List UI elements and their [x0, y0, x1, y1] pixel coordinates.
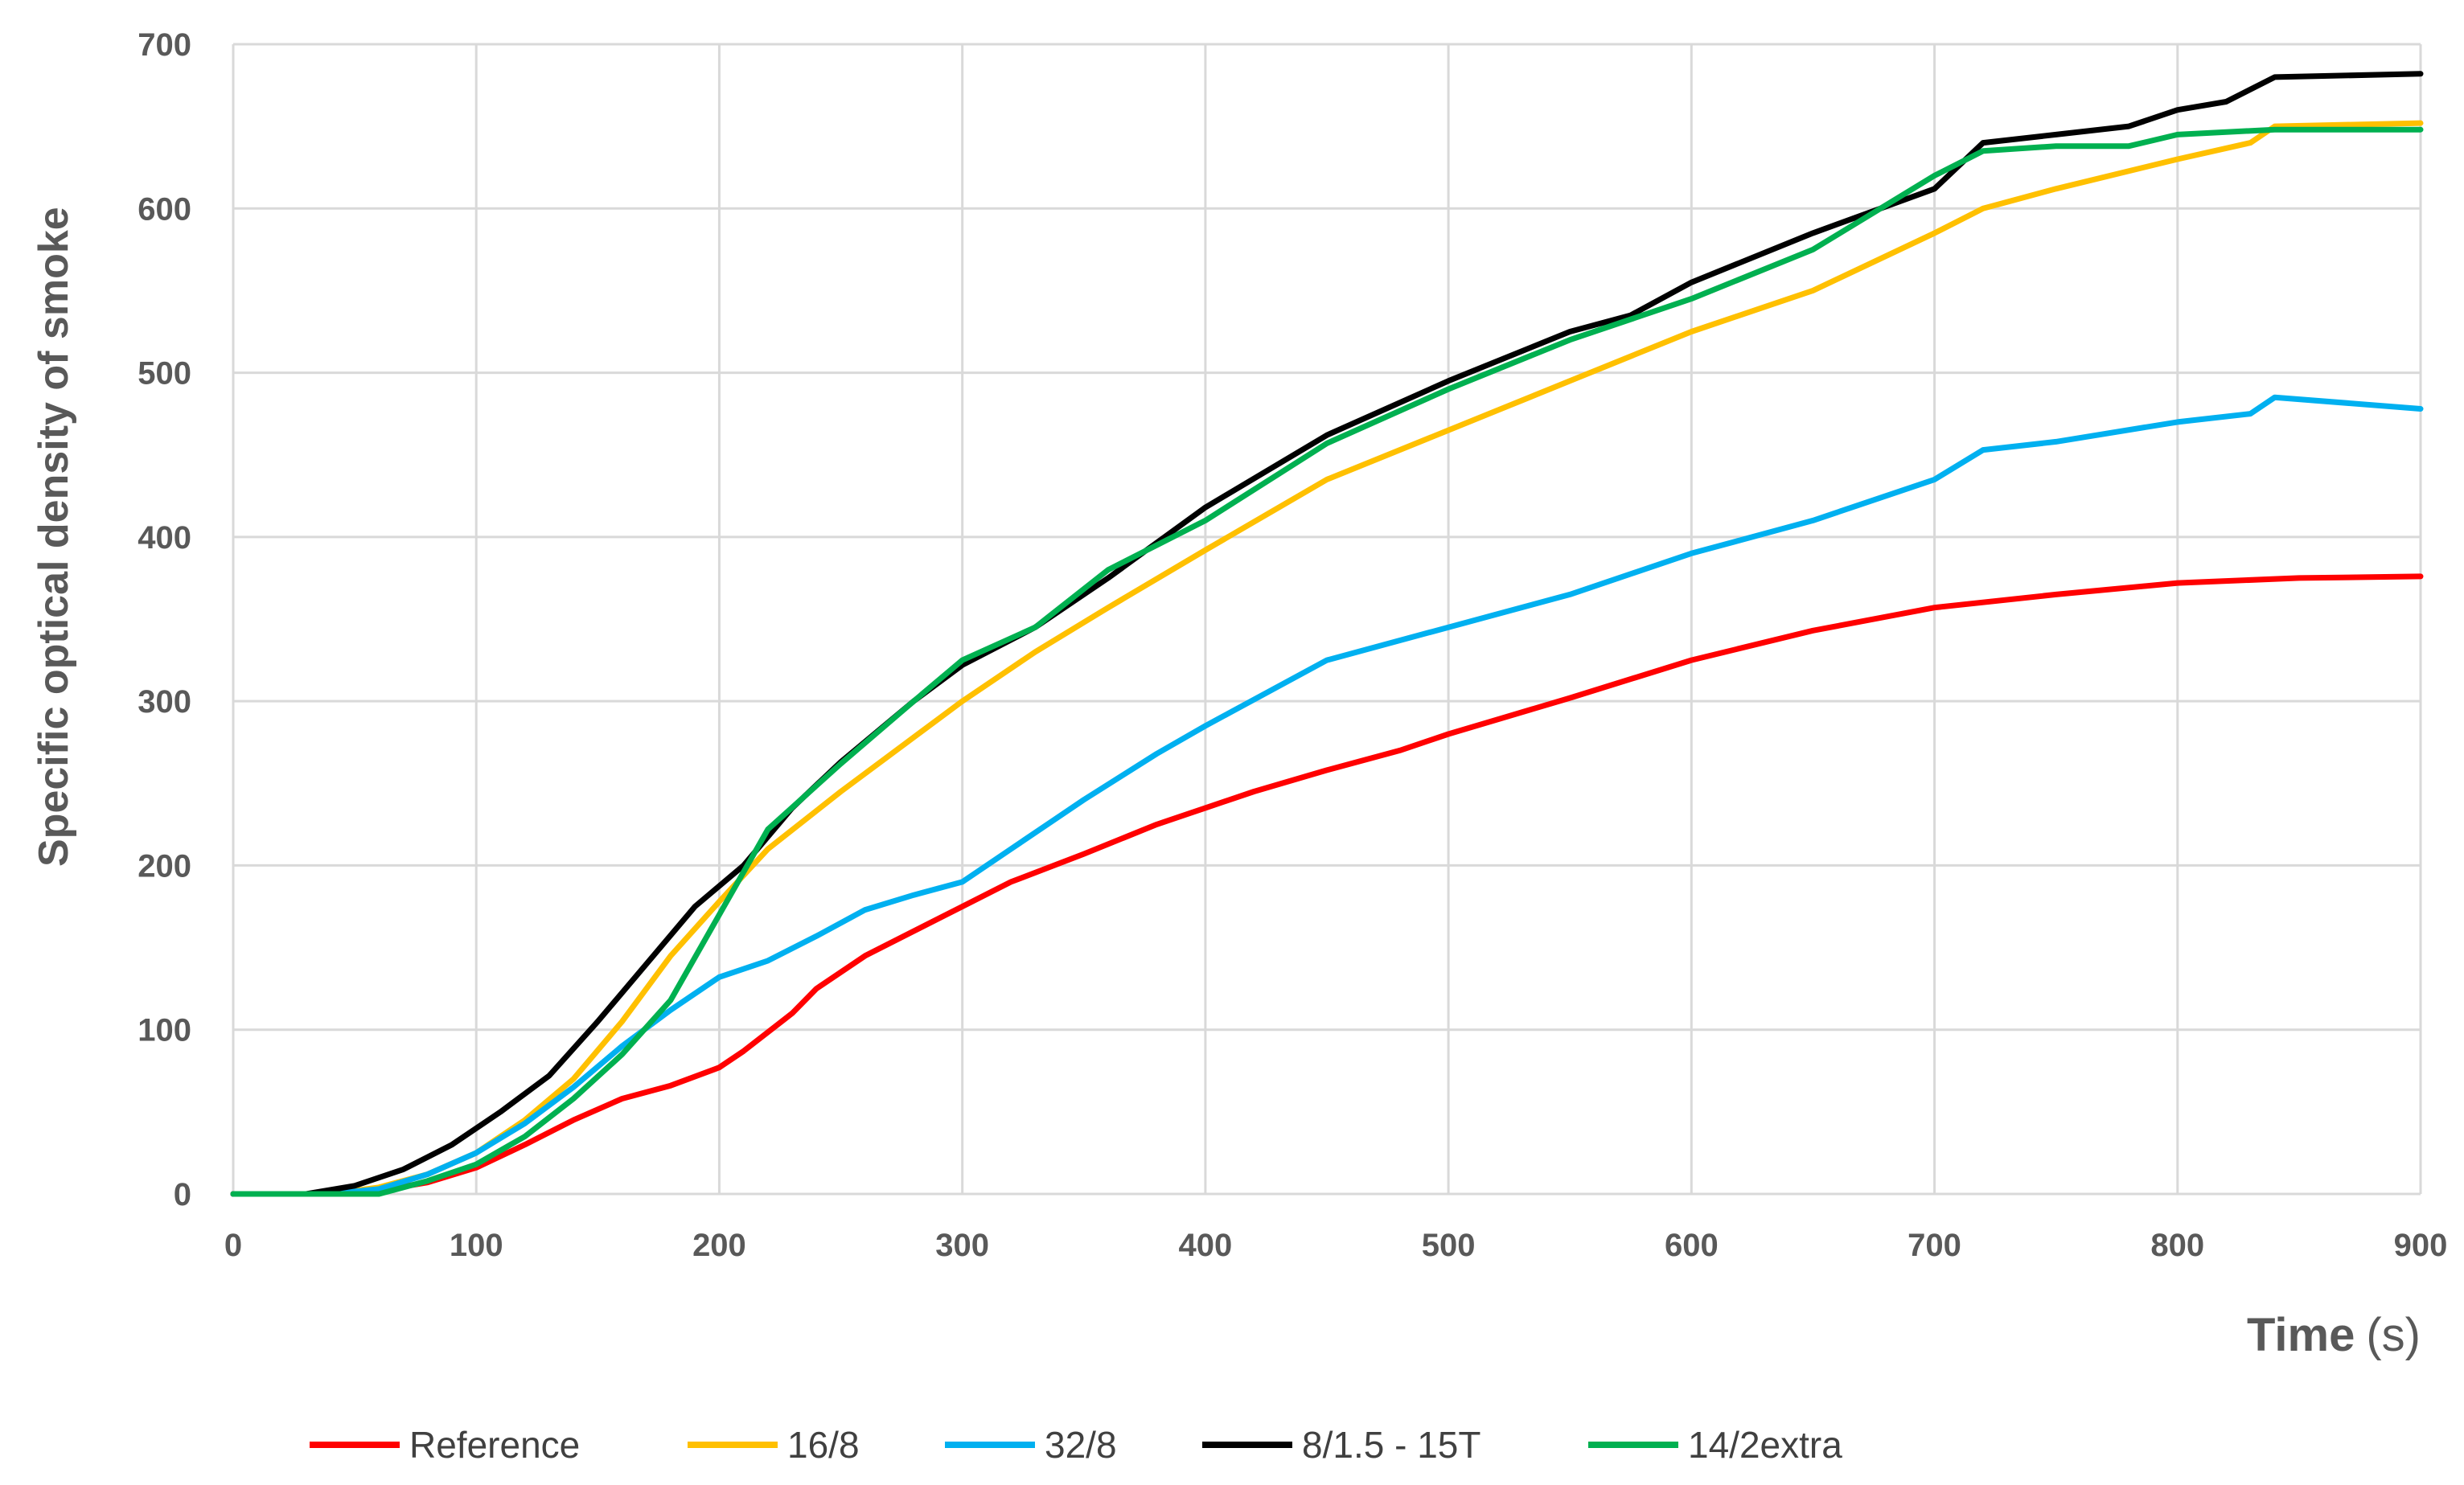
legend-item: 32/8: [945, 1424, 1117, 1466]
x-tick-label: 0: [224, 1228, 242, 1263]
x-tick-label: 100: [450, 1228, 503, 1263]
y-tick-label: 600: [138, 191, 191, 227]
legend-item: 16/8: [688, 1424, 860, 1466]
y-tick-label: 300: [138, 684, 191, 720]
legend-label: 14/2extra: [1688, 1424, 1842, 1466]
y-tick-labels: 0 100 200 300 400 500 600 700: [138, 27, 191, 1212]
x-axis-label: Time (s): [2247, 1309, 2421, 1361]
x-tick-label: 900: [2394, 1228, 2448, 1263]
series-line-8-1-5-15t: [230, 71, 2424, 1197]
y-tick-label: 200: [138, 848, 191, 884]
y-tick-label: 400: [138, 520, 191, 556]
legend-label: 32/8: [1045, 1424, 1117, 1466]
x-axis-unit: (s): [2366, 1309, 2421, 1361]
legend-label: 16/8: [787, 1424, 860, 1466]
x-tick-label: 800: [2150, 1228, 2204, 1263]
legend-item: 8/1.5 - 15T: [1202, 1424, 1480, 1466]
legend: Reference 16/8 32/8 8/1.5 - 15T 14/2extra: [310, 1424, 1842, 1466]
legend-item: 14/2extra: [1588, 1424, 1842, 1466]
x-tick-label: 500: [1422, 1228, 1476, 1263]
x-tick-label: 200: [692, 1228, 746, 1263]
y-tick-label: 700: [138, 27, 191, 63]
legend-label: 8/1.5 - 15T: [1302, 1424, 1480, 1466]
y-tick-label: 0: [174, 1177, 191, 1212]
series-line-32-8: [230, 394, 2424, 1197]
series-lines: [230, 71, 2424, 1197]
series-line-14-2extra: [230, 126, 2424, 1197]
y-axis-label: Specific optical density of smoke: [31, 207, 77, 867]
gridlines: [232, 43, 2422, 1196]
legend-item: Reference: [310, 1424, 580, 1466]
x-tick-label: 400: [1179, 1228, 1233, 1263]
series-line-reference: [230, 573, 2424, 1197]
x-tick-label: 300: [935, 1228, 989, 1263]
x-tick-label: 600: [1665, 1228, 1719, 1263]
legend-label: Reference: [409, 1424, 580, 1466]
x-tick-label: 700: [1908, 1228, 1961, 1263]
y-tick-label: 500: [138, 356, 191, 392]
x-axis-title: Time: [2247, 1309, 2355, 1361]
x-tick-labels: 0 100 200 300 400 500 600 700 800 900: [224, 1228, 2448, 1263]
y-tick-label: 100: [138, 1013, 191, 1048]
